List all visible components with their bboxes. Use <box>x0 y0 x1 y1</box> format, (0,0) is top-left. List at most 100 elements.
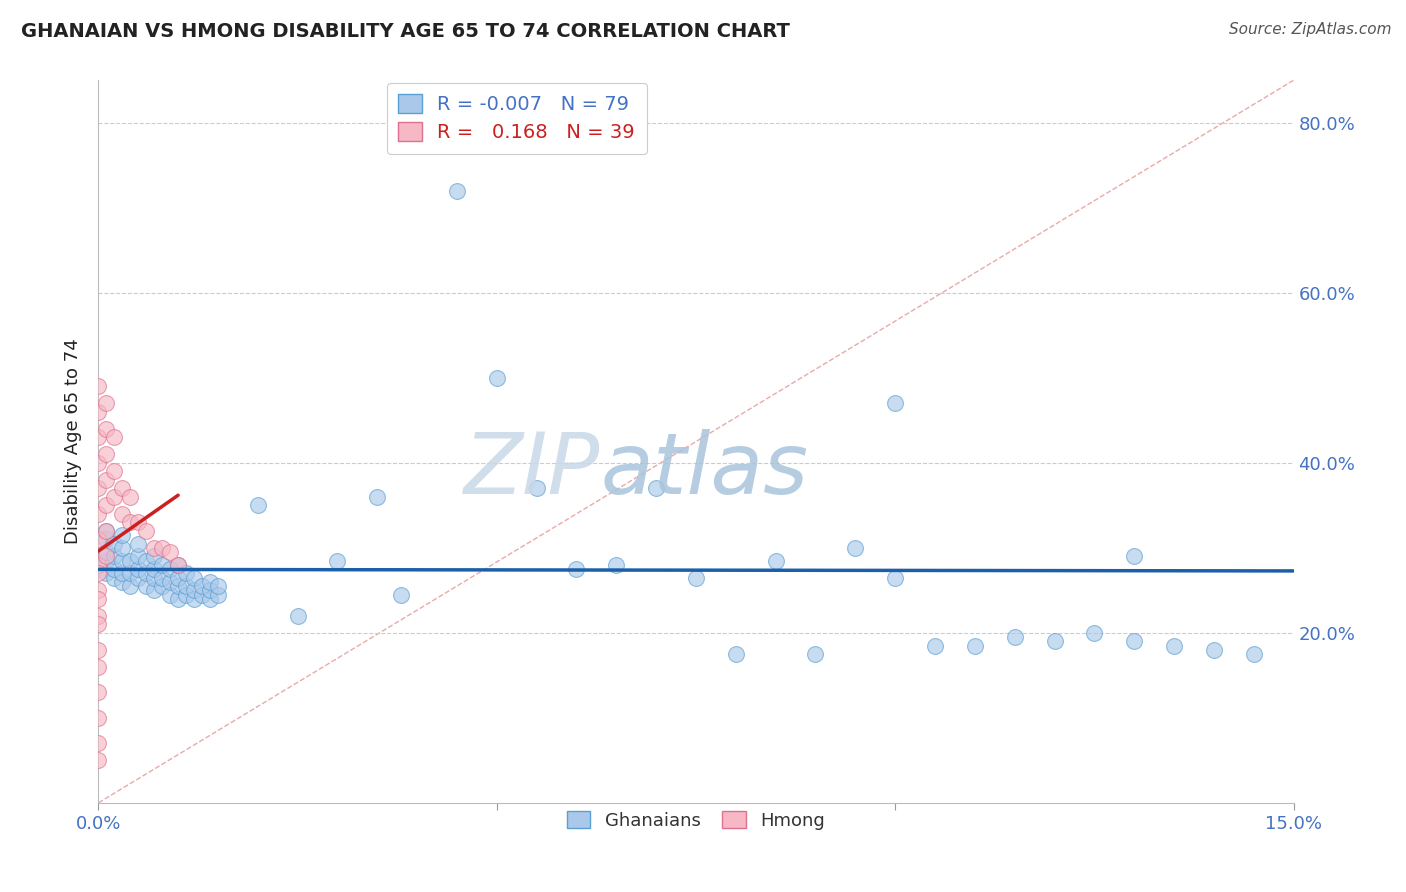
Point <box>87 507 110 521</box>
Point <box>120 579 142 593</box>
Point <box>198 583 221 598</box>
Point <box>605 558 627 572</box>
Point <box>103 430 125 444</box>
Point <box>120 553 142 567</box>
Point <box>167 558 190 572</box>
Point <box>135 566 157 581</box>
Point <box>143 549 166 564</box>
Point <box>143 541 166 555</box>
Point <box>87 591 110 606</box>
Legend: Ghanaians, Hmong: Ghanaians, Hmong <box>560 804 832 837</box>
Point <box>87 753 110 767</box>
Point <box>183 583 205 598</box>
Point <box>120 566 142 581</box>
Point <box>87 481 110 495</box>
Point <box>844 541 866 555</box>
Point <box>485 371 508 385</box>
Point <box>87 736 110 750</box>
Point <box>127 549 149 564</box>
Point <box>191 579 214 593</box>
Point <box>87 608 110 623</box>
Point <box>143 570 166 584</box>
Point <box>96 545 118 559</box>
Point <box>96 473 118 487</box>
Point <box>96 524 118 538</box>
Point <box>183 591 205 606</box>
Point <box>884 396 907 410</box>
Point <box>87 660 110 674</box>
Point <box>96 447 118 461</box>
Point <box>150 579 173 593</box>
Point <box>167 579 190 593</box>
Point <box>135 579 157 593</box>
Point <box>103 570 125 584</box>
Point <box>87 642 110 657</box>
Point <box>1163 639 1185 653</box>
Point <box>150 541 173 555</box>
Point <box>120 490 142 504</box>
Point <box>103 562 125 576</box>
Point <box>96 549 118 564</box>
Point <box>159 545 181 559</box>
Point <box>96 524 118 538</box>
Point <box>103 464 125 478</box>
Text: Source: ZipAtlas.com: Source: ZipAtlas.com <box>1229 22 1392 37</box>
Text: atlas: atlas <box>600 429 808 512</box>
Point <box>96 396 118 410</box>
Point <box>96 422 118 436</box>
Point <box>159 588 181 602</box>
Point <box>1243 647 1265 661</box>
Point <box>287 608 309 623</box>
Point <box>389 588 412 602</box>
Text: ZIP: ZIP <box>464 429 600 512</box>
Point <box>366 490 388 504</box>
Point <box>174 566 197 581</box>
Point <box>96 533 118 547</box>
Point <box>127 562 149 576</box>
Point <box>135 553 157 567</box>
Point <box>87 533 110 547</box>
Point <box>150 570 173 584</box>
Point <box>127 516 149 530</box>
Point <box>183 570 205 584</box>
Point <box>963 639 986 653</box>
Point <box>87 685 110 699</box>
Point <box>143 583 166 598</box>
Point <box>174 579 197 593</box>
Point <box>765 553 787 567</box>
Point <box>1123 634 1146 648</box>
Point <box>111 481 134 495</box>
Point <box>87 711 110 725</box>
Point <box>150 558 173 572</box>
Point <box>884 570 907 584</box>
Point <box>111 574 134 589</box>
Point <box>1083 625 1105 640</box>
Point <box>207 588 229 602</box>
Point <box>135 524 157 538</box>
Point <box>103 549 125 564</box>
Point <box>96 498 118 512</box>
Point <box>167 558 190 572</box>
Point <box>111 566 134 581</box>
Text: GHANAIAN VS HMONG DISABILITY AGE 65 TO 74 CORRELATION CHART: GHANAIAN VS HMONG DISABILITY AGE 65 TO 7… <box>21 22 790 41</box>
Y-axis label: Disability Age 65 to 74: Disability Age 65 to 74 <box>65 339 83 544</box>
Point <box>724 647 747 661</box>
Point <box>87 379 110 393</box>
Point <box>198 591 221 606</box>
Point <box>159 562 181 576</box>
Point <box>174 588 197 602</box>
Point <box>924 639 946 653</box>
Point <box>87 583 110 598</box>
Point <box>565 562 588 576</box>
Point <box>198 574 221 589</box>
Point <box>87 558 110 572</box>
Point <box>103 490 125 504</box>
Point <box>167 570 190 584</box>
Point <box>446 184 468 198</box>
Point <box>143 562 166 576</box>
Point <box>526 481 548 495</box>
Point <box>111 528 134 542</box>
Point <box>87 430 110 444</box>
Point <box>1004 630 1026 644</box>
Point <box>1123 549 1146 564</box>
